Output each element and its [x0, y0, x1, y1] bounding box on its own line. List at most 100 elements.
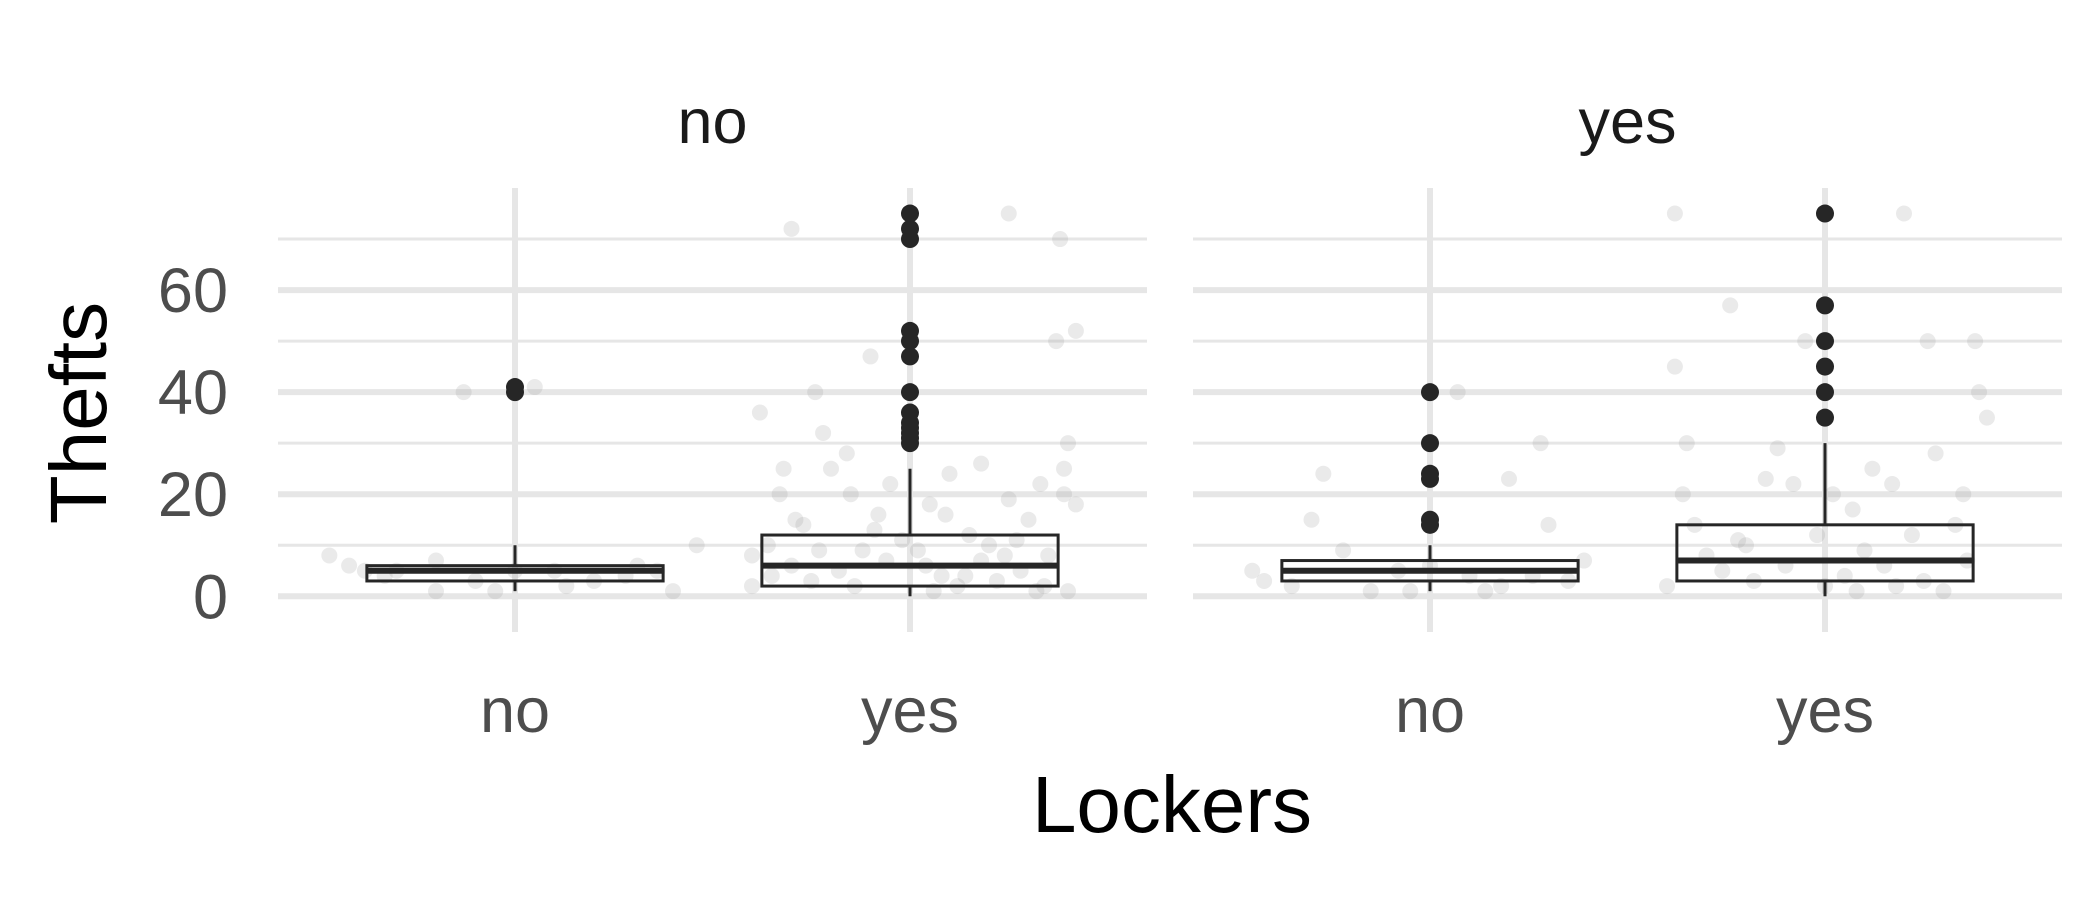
jitter-point [428, 583, 444, 600]
jitter-point [1844, 501, 1861, 518]
y-tick-label: 20 [158, 460, 228, 530]
jitter-point [1402, 583, 1419, 600]
jitter-point [1856, 542, 1873, 559]
x-axis-title: Lockers [1032, 760, 1312, 849]
jitter-point [1797, 333, 1814, 350]
jitter-point [1809, 527, 1826, 544]
jitter-point [1056, 460, 1073, 477]
outlier-point [1816, 408, 1834, 427]
jitter-point [1501, 470, 1517, 487]
jitter-point [815, 424, 832, 441]
jitter-point [1060, 435, 1076, 452]
jitter-point [981, 537, 997, 554]
jitter-point [1678, 435, 1695, 452]
jitter-point [807, 384, 824, 401]
jitter-point [321, 547, 338, 564]
jitter-point [1659, 578, 1675, 595]
jitter-point [823, 460, 839, 477]
outlier-point [1421, 464, 1439, 483]
outlier-point [1816, 332, 1834, 351]
jitter-point [1040, 547, 1057, 564]
jitter-point [957, 567, 974, 584]
jitter-point [1884, 476, 1901, 492]
jitter-point [870, 506, 887, 523]
jitter-point [996, 547, 1013, 564]
jitter-point [771, 486, 788, 503]
y-tick-label: 0 [193, 562, 228, 632]
jitter-point [455, 384, 472, 401]
outlier-point [1816, 383, 1834, 402]
box [760, 533, 1060, 588]
outlier-point [1421, 434, 1439, 453]
jitter-point [1048, 333, 1065, 350]
jitter-point [854, 542, 871, 559]
jitter-point [1540, 516, 1557, 533]
jitter-point [1532, 435, 1549, 452]
jitter-point [1769, 440, 1786, 457]
jitter-point [795, 516, 812, 533]
outlier-point [901, 204, 919, 223]
jitter-point [1244, 562, 1261, 579]
jitter-point [941, 465, 958, 482]
jitter-point [775, 460, 792, 477]
y-tick-label: 60 [158, 256, 228, 326]
jitter-point [1449, 384, 1466, 401]
y-tick-label: 40 [158, 358, 228, 428]
jitter-point [759, 537, 776, 554]
outlier-point [901, 219, 919, 238]
jitter-point [1256, 572, 1273, 589]
jitter-point [1052, 231, 1069, 248]
jitter-point [1757, 470, 1774, 487]
jitter-point [973, 455, 990, 472]
jitter-point [1935, 583, 1952, 600]
jitter-point [1303, 511, 1320, 528]
outlier-point [1816, 204, 1834, 223]
jitter-point [1674, 486, 1691, 503]
jitter-point [862, 348, 879, 365]
jitter-point [1714, 562, 1731, 579]
jitter-point [1067, 322, 1084, 339]
jitter-point [811, 542, 828, 559]
jitter-point [341, 557, 358, 574]
jitter-point [487, 583, 504, 600]
jitter-point [1971, 384, 1988, 401]
outlier-point [1816, 357, 1834, 376]
jitter-point [909, 542, 926, 559]
jitter-point [665, 583, 681, 600]
jitter-point [744, 578, 760, 595]
jitter-point [787, 511, 804, 528]
jitter-point [1067, 496, 1084, 513]
jitter-point [1020, 511, 1037, 528]
jitter-point [933, 567, 950, 584]
jitter-point [783, 220, 800, 237]
jitter-point [1978, 409, 1995, 426]
facet-label: no [677, 87, 747, 157]
outlier-point [506, 378, 524, 397]
x-tick-label: yes [1776, 676, 1874, 746]
x-tick-label: yes [861, 676, 959, 746]
y-axis-title: Thefts [34, 302, 123, 524]
jitter-point [1362, 583, 1379, 600]
jitter-point [744, 547, 760, 564]
outlier-point [901, 321, 919, 340]
x-tick-label: no [480, 676, 550, 746]
outlier-point [1816, 296, 1834, 315]
jitter-point [1730, 532, 1747, 549]
jitter-point [1903, 527, 1920, 544]
jitter-point [842, 486, 859, 503]
jitter-point [1785, 476, 1802, 492]
jitter-point [1848, 583, 1865, 600]
jitter-point [1722, 297, 1739, 314]
jitter-point [688, 537, 705, 554]
outlier-point [1421, 510, 1439, 529]
jitter-point [882, 476, 899, 492]
jitter-point [1666, 205, 1683, 222]
facet-label: yes [1578, 87, 1676, 157]
jitter-point [1919, 333, 1936, 350]
jitter-point [1576, 552, 1593, 569]
box [1675, 523, 1975, 583]
jitter-point [1000, 205, 1017, 222]
jitter-point [1967, 333, 1984, 350]
jitter-point [1060, 583, 1076, 600]
